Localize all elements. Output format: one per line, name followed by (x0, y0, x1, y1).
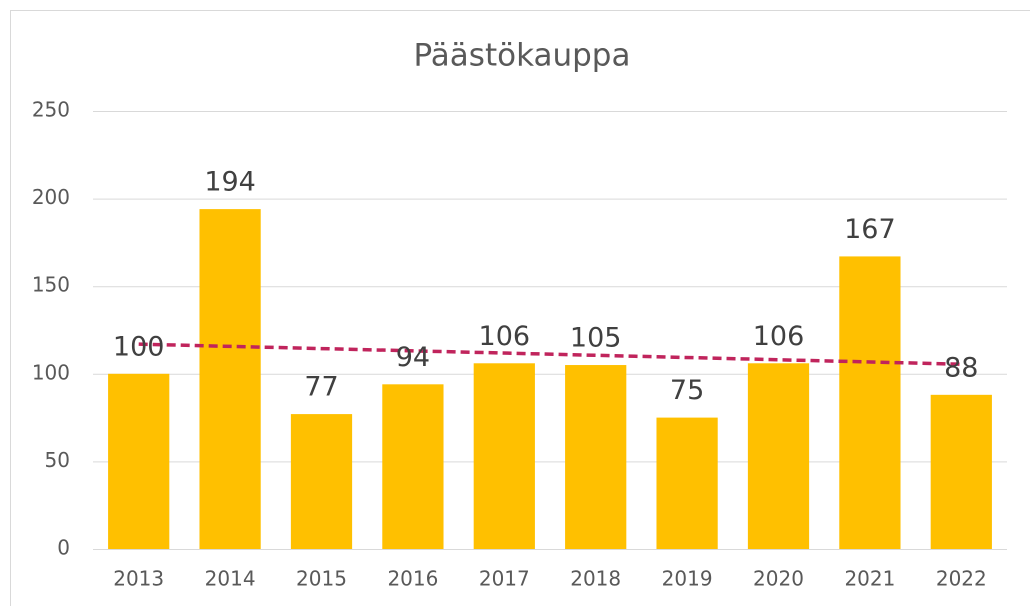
bar (656, 417, 718, 549)
bar (747, 363, 810, 549)
bar (565, 365, 627, 549)
x-tick-label: 2015 (296, 567, 347, 591)
chart-title: Päästökauppa (414, 38, 631, 74)
bar (199, 209, 261, 549)
y-tick-label: 100 (32, 360, 70, 384)
x-tick-label: 2019 (662, 567, 713, 591)
data-label: 167 (844, 214, 896, 245)
data-label: 105 (570, 323, 622, 354)
bar (382, 384, 444, 549)
bar (930, 394, 992, 549)
x-tick-label: 2018 (570, 567, 621, 591)
y-tick-label: 250 (32, 98, 70, 122)
data-label: 75 (670, 375, 704, 406)
x-tick-label: 2014 (205, 567, 256, 591)
data-label: 94 (396, 342, 430, 373)
data-label: 77 (304, 372, 338, 403)
x-tick-label: 2017 (479, 567, 530, 591)
y-tick-label: 0 (57, 536, 70, 560)
y-tick-label: 50 (45, 448, 70, 472)
data-label: 194 (204, 167, 256, 198)
data-label: 106 (479, 321, 531, 352)
y-tick-label: 200 (32, 185, 70, 209)
y-tick-label: 150 (32, 273, 70, 297)
bar (839, 256, 901, 549)
bar (473, 363, 535, 549)
data-label: 106 (753, 321, 805, 352)
data-label: 88 (944, 352, 978, 383)
x-tick-label: 2016 (387, 567, 438, 591)
x-tick-label: 2020 (753, 567, 804, 591)
x-tick-label: 2022 (936, 567, 987, 591)
x-tick-label: 2013 (113, 567, 164, 591)
x-tick-label: 2021 (844, 567, 895, 591)
bar (290, 414, 353, 549)
data-label: 100 (113, 331, 165, 362)
bar (108, 373, 170, 549)
trendline (138, 342, 962, 366)
